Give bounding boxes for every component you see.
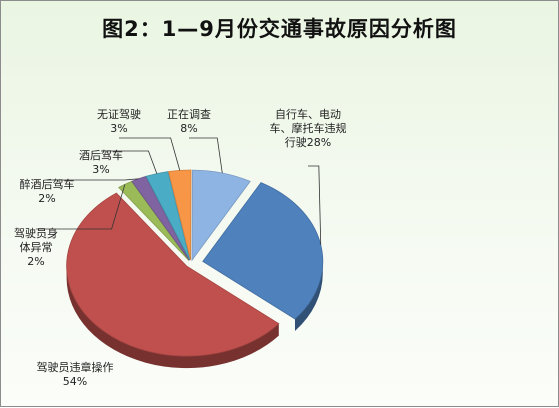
slice-percent-label: 8% (180, 122, 198, 135)
slice-label-1: 驾驶员违章操作 54% (15, 361, 135, 389)
leader-line-4 (101, 150, 158, 174)
slice-percent-label: 3% (110, 122, 128, 135)
slice-label-6: 正在调查 8% (154, 108, 224, 136)
leader-line-5 (119, 137, 181, 171)
leader-line-0 (308, 165, 322, 245)
slice-side-1 (66, 266, 279, 369)
slice-label-4: 酒后驾车 3% (67, 149, 135, 177)
pie-slice-0 (202, 182, 324, 320)
slice-label-2: 驾驶员身 体异常 2% (5, 227, 67, 269)
pie-slice-6 (191, 169, 251, 262)
slice-label-0: 自行车、电动 车、摩托车违规 行驶28% (263, 108, 353, 150)
slice-percent-label: 3% (92, 163, 110, 176)
leader-line-3 (47, 178, 139, 181)
leader-line-6 (189, 137, 223, 174)
pie-slice-1 (66, 192, 280, 357)
pie-slice-3 (131, 176, 190, 261)
slice-label-text: 无证驾驶 (97, 108, 141, 121)
slice-label-3: 醉酒后驾车 2% (7, 178, 87, 206)
slice-label-text: 驾驶员身 体异常 (14, 227, 58, 254)
slice-percent-label: 54% (62, 375, 88, 388)
slice-label-text: 醉酒后驾车 (19, 178, 75, 191)
slice-label-text: 酒后驾车 (79, 149, 123, 162)
slice-label-text: 驾驶员违章操作 (36, 361, 114, 374)
slice-percent-label: 2% (38, 192, 56, 205)
slice-side-0 (294, 261, 323, 331)
leader-line-2 (36, 184, 126, 230)
chart-title: 图2：1—9月份交通事故原因分析图 (102, 17, 457, 41)
slice-percent-label: 2% (27, 255, 45, 268)
slice-label-5: 无证驾驶 3% (87, 108, 151, 136)
slice-percent-label: 28% (306, 136, 332, 149)
slice-label-text: 自行车、电动 车、摩托车违规 行驶 (269, 108, 347, 149)
slice-label-text: 正在调查 (167, 108, 211, 121)
